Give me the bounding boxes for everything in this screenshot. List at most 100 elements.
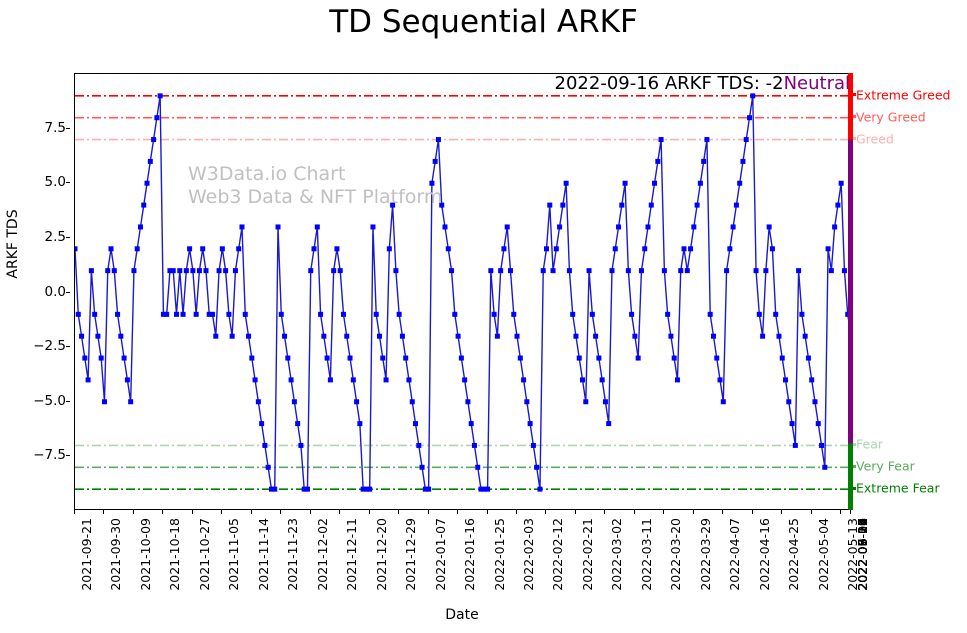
data-point-marker	[796, 268, 802, 274]
y-tick-label: 5.0	[44, 174, 66, 191]
x-tick-label: 2022-01-25	[491, 518, 507, 591]
data-point-marker	[331, 268, 337, 274]
x-axis-label: Date	[445, 607, 479, 623]
data-point-marker	[272, 486, 278, 492]
data-point-marker	[105, 268, 111, 274]
data-point-marker	[671, 355, 677, 361]
data-point-marker	[301, 486, 307, 492]
data-point-marker	[75, 246, 78, 252]
x-tick-label: 2021-09-30	[108, 518, 124, 591]
data-point-marker	[799, 311, 805, 317]
y-axis: 7.5 5.0 2.5 0.0 −2.5 −5.0 −7.5	[0, 73, 70, 510]
sentiment-colorbar	[848, 73, 853, 510]
y-tick-label: −7.5	[33, 447, 66, 464]
y-tick-label: −2.5	[33, 338, 66, 355]
data-point-marker	[616, 224, 622, 230]
data-point-marker	[419, 464, 425, 470]
y-tick-label: 2.5	[44, 228, 66, 245]
data-point-marker	[390, 202, 396, 208]
data-point-marker	[576, 355, 582, 361]
data-point-marker	[79, 333, 85, 339]
x-tick-mark	[574, 510, 576, 514]
data-point-marker	[593, 333, 599, 339]
data-point-marker	[183, 268, 189, 274]
data-point-marker	[645, 224, 651, 230]
data-point-marker	[629, 311, 635, 317]
x-tick-label: 2022-02-12	[550, 518, 566, 591]
data-point-marker	[115, 311, 121, 317]
data-point-marker	[314, 224, 320, 230]
data-point-marker	[98, 355, 104, 361]
x-tick-mark	[840, 510, 842, 514]
annotation-text: 2022-09-16 ARKF TDS: -2	[554, 72, 784, 94]
data-point-marker	[632, 333, 638, 339]
data-point-marker	[763, 268, 769, 274]
data-point-marker	[124, 377, 130, 383]
x-tick-mark	[250, 510, 252, 514]
zone-label: Extreme Greed	[856, 87, 951, 103]
data-point-marker	[170, 268, 176, 274]
data-point-marker	[714, 355, 720, 361]
data-point-marker	[678, 268, 684, 274]
data-point-marker	[550, 268, 556, 274]
data-point-marker	[560, 202, 566, 208]
data-point-marker	[691, 224, 697, 230]
data-point-marker	[226, 311, 232, 317]
data-point-marker	[756, 311, 762, 317]
x-tick-mark	[427, 510, 429, 514]
x-tick-mark	[751, 510, 753, 514]
data-point-marker	[160, 311, 166, 317]
data-point-marker	[750, 93, 756, 99]
annotation-sentiment: Neutral	[783, 72, 850, 94]
x-tick-label: 2021-11-14	[255, 518, 271, 591]
data-point-marker	[733, 202, 739, 208]
x-tick-label: 2022-02-21	[579, 518, 595, 591]
data-point-marker	[485, 486, 491, 492]
data-point-marker	[724, 268, 730, 274]
data-point-marker	[760, 333, 766, 339]
data-point-marker	[792, 442, 798, 448]
data-point-marker	[85, 377, 91, 383]
data-point-marker	[540, 268, 546, 274]
y-tick-label: 0.0	[44, 283, 66, 300]
data-point-marker	[174, 311, 179, 317]
data-point-marker	[835, 202, 841, 208]
data-point-marker	[599, 377, 605, 383]
data-point-marker	[88, 268, 94, 274]
y-tick-mark	[66, 236, 70, 238]
data-point-marker	[229, 333, 235, 339]
data-point-marker	[311, 246, 317, 252]
data-point-marker	[449, 268, 455, 274]
data-point-marker	[534, 464, 540, 470]
data-point-marker	[262, 442, 268, 448]
data-point-marker	[498, 268, 504, 274]
x-tick-mark	[692, 510, 694, 514]
zone-tag	[850, 137, 856, 141]
x-tick-label: 2021-11-05	[226, 518, 242, 591]
data-point-marker	[491, 311, 497, 317]
data-point-marker	[570, 311, 576, 317]
data-point-marker	[416, 442, 422, 448]
data-point-marker	[642, 246, 648, 252]
data-point-marker	[753, 268, 759, 274]
zone-label: Fear	[856, 436, 883, 452]
data-point-marker	[177, 268, 183, 274]
x-tick-mark	[74, 510, 75, 514]
data-point-marker	[442, 224, 448, 230]
data-point-marker	[661, 268, 667, 274]
data-point-marker	[383, 377, 389, 383]
data-point-marker	[465, 399, 471, 405]
data-point-marker	[144, 180, 150, 186]
zone-label: Very Greed	[856, 109, 926, 125]
data-point-marker	[141, 202, 147, 208]
x-tick-mark	[280, 510, 282, 514]
data-point-marker	[789, 421, 795, 427]
x-tick-mark	[339, 510, 341, 514]
data-point-marker	[435, 137, 441, 143]
zone-tag	[850, 115, 856, 119]
data-point-marker	[776, 333, 782, 339]
data-point-marker	[134, 246, 140, 252]
data-point-marker	[779, 355, 785, 361]
x-tick-mark	[722, 510, 724, 514]
